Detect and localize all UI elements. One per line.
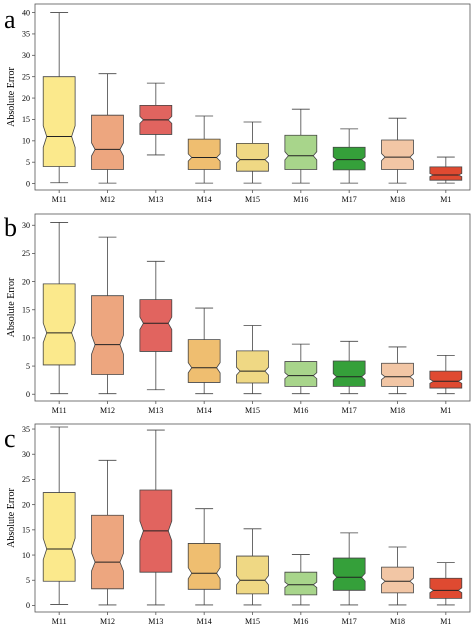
- y-tick-label: 30: [22, 450, 30, 459]
- x-tick-label: M13: [148, 617, 163, 624]
- y-tick-label: 25: [22, 475, 30, 484]
- box-m1: [429, 166, 463, 181]
- box-m1: [429, 370, 463, 389]
- y-axis-title: Absolute Error: [6, 66, 17, 126]
- box-m16: [284, 361, 318, 387]
- box-m12: [91, 114, 124, 170]
- y-tick-label: 20: [22, 277, 30, 286]
- x-tick-label: M16: [293, 617, 308, 624]
- box-m11: [42, 76, 76, 167]
- box-m12: [91, 514, 124, 590]
- y-tick-label: 30: [22, 221, 30, 230]
- x-tick-label: M16: [293, 195, 308, 204]
- box-m14: [187, 339, 221, 383]
- box-m17: [332, 146, 366, 171]
- y-tick-label: 0: [26, 390, 30, 399]
- x-tick-label: M11: [52, 195, 67, 204]
- box-m16: [284, 134, 318, 170]
- y-tick-label: 15: [22, 526, 30, 535]
- x-tick-label: M14: [197, 617, 212, 624]
- y-tick-label: 10: [22, 334, 30, 343]
- x-tick-label: M15: [245, 617, 260, 624]
- y-tick-label: 15: [22, 115, 30, 124]
- box-m15: [236, 555, 269, 595]
- box-m11: [42, 492, 76, 582]
- y-axis-title: Absolute Error: [6, 487, 17, 547]
- x-tick-label: M18: [390, 406, 405, 415]
- box-m15: [236, 142, 269, 172]
- y-tick-label: 20: [22, 500, 30, 509]
- panel-label: b: [4, 213, 17, 242]
- box-m18: [381, 139, 414, 170]
- y-tick-label: 25: [22, 72, 30, 81]
- x-tick-label: M17: [342, 617, 357, 624]
- x-tick-label: M1: [440, 195, 451, 204]
- x-tick-label: M12: [100, 406, 115, 415]
- y-tick-label: 10: [22, 137, 30, 146]
- x-tick-label: M18: [390, 617, 405, 624]
- box-m18: [381, 566, 414, 594]
- x-tick-label: M1: [440, 406, 451, 415]
- y-tick-label: 5: [26, 158, 30, 167]
- x-tick-label: M15: [245, 195, 260, 204]
- x-tick-label: M17: [342, 195, 357, 204]
- boxplot-panel-a: a Absolute Error 0 5 10 15 20 25 30 35 40 M11 M12 M13…: [4, 3, 471, 204]
- x-tick-label: M12: [100, 617, 115, 624]
- box-m16: [284, 571, 318, 596]
- x-tick-label: M13: [148, 406, 163, 415]
- y-axis-title: Absolute Error: [6, 277, 17, 337]
- y-tick-label: 0: [26, 179, 30, 188]
- y-tick-label: 30: [22, 51, 30, 60]
- y-tick-label: 5: [26, 362, 30, 371]
- box-m1: [429, 577, 463, 599]
- box-m17: [332, 360, 366, 387]
- box-m14: [187, 543, 221, 590]
- boxplot-panel-b: b Absolute Error 0 5 10 15 20 25 30 M11 M12 M13 M14 M…: [4, 213, 471, 415]
- x-tick-label: M11: [52, 617, 67, 624]
- y-tick-label: 40: [22, 8, 30, 17]
- y-tick-label: 25: [22, 249, 30, 258]
- y-tick-label: 10: [22, 551, 30, 560]
- y-tick-label: 20: [22, 94, 30, 103]
- x-tick-label: M12: [100, 195, 115, 204]
- y-tick-label: 35: [22, 30, 30, 39]
- x-tick-label: M16: [293, 406, 308, 415]
- x-tick-label: M11: [52, 406, 67, 415]
- box-m14: [187, 138, 221, 170]
- box-m13: [139, 299, 173, 352]
- panel-label: a: [4, 5, 16, 34]
- x-tick-label: M14: [197, 406, 212, 415]
- x-tick-label: M14: [197, 195, 212, 204]
- y-tick-label: 5: [26, 576, 30, 585]
- box-m17: [332, 557, 366, 591]
- x-tick-label: M13: [148, 195, 163, 204]
- boxplot-panel-c: c Absolute Error 0 5 10 15 20 25 30 35 M11 M12 M13 M1…: [4, 423, 471, 624]
- box-m11: [42, 283, 76, 366]
- y-tick-label: 35: [22, 425, 30, 434]
- box-m18: [381, 362, 414, 387]
- x-tick-label: M15: [245, 406, 260, 415]
- x-tick-label: M18: [390, 195, 405, 204]
- x-tick-label: M1: [440, 617, 451, 624]
- y-tick-label: 0: [26, 601, 30, 610]
- x-tick-label: M17: [342, 406, 357, 415]
- panel-label: c: [4, 424, 16, 453]
- y-tick-label: 15: [22, 306, 30, 315]
- box-m12: [91, 295, 124, 375]
- box-m15: [236, 350, 269, 384]
